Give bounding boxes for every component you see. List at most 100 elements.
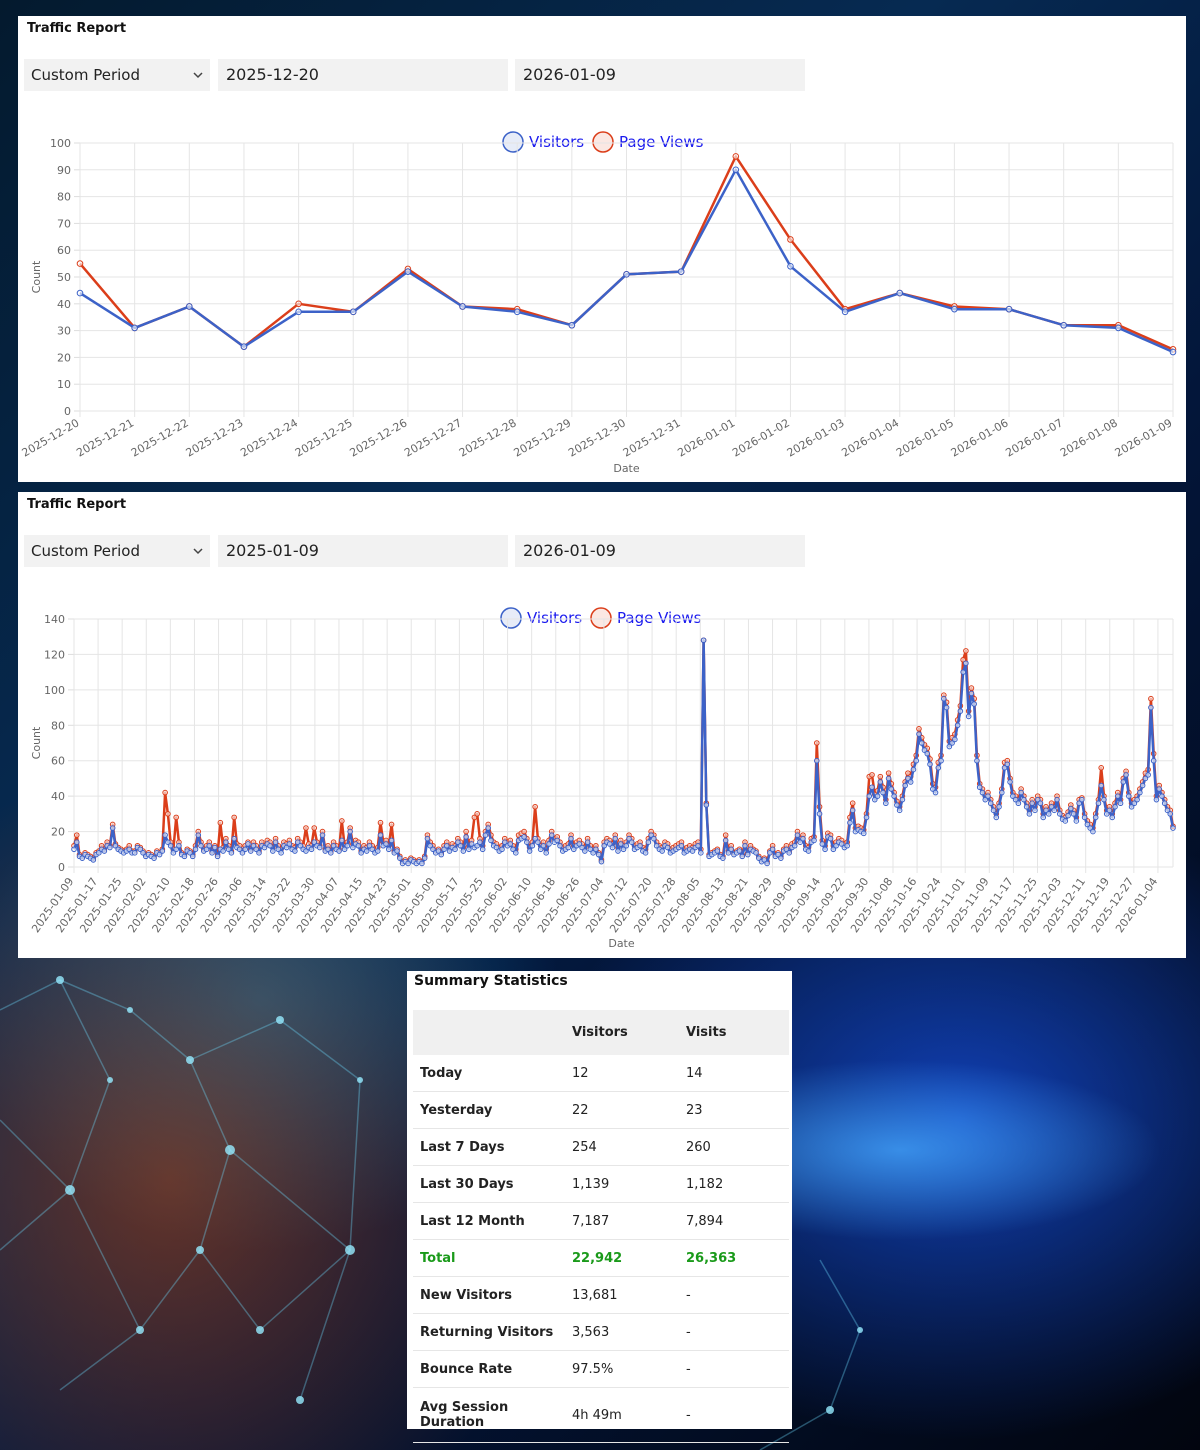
data-point-visitors bbox=[637, 842, 643, 849]
data-point-visitors bbox=[816, 811, 823, 817]
data-point-visitors bbox=[435, 848, 442, 854]
data-point-visitors bbox=[325, 846, 331, 853]
data-point-visitors bbox=[620, 846, 627, 853]
end-date-input[interactable]: 2026-01-09 bbox=[515, 59, 805, 91]
data-point-visitors bbox=[905, 775, 911, 782]
data-point-page-views bbox=[960, 656, 966, 663]
data-point-visitors bbox=[860, 830, 867, 837]
data-point-visitors bbox=[921, 747, 928, 753]
data-point-visitors bbox=[1001, 765, 1008, 771]
data-point-visitors bbox=[565, 844, 572, 851]
data-point-visitors bbox=[347, 828, 353, 835]
y-tick-label: 40 bbox=[51, 790, 65, 803]
data-point-page-views bbox=[732, 153, 740, 160]
data-point-visitors bbox=[186, 303, 193, 310]
data-point-visitors bbox=[468, 841, 475, 847]
row-visits: 260 bbox=[685, 1128, 789, 1166]
data-point-visitors bbox=[1159, 793, 1165, 799]
data-point-visitors bbox=[543, 850, 549, 856]
data-point-visitors bbox=[584, 839, 591, 846]
series-line-page-views bbox=[72, 639, 1175, 863]
data-point-visitors bbox=[1068, 805, 1074, 812]
data-point-visitors bbox=[507, 841, 514, 847]
data-point-visitors bbox=[744, 851, 751, 858]
data-point-visitors bbox=[1139, 782, 1146, 789]
data-point-visitors bbox=[1148, 704, 1154, 711]
header-blank bbox=[413, 1010, 571, 1055]
start-date-input[interactable]: 2025-01-09 bbox=[218, 535, 508, 567]
legend-swatch-visitors bbox=[502, 131, 524, 153]
data-point-visitors bbox=[1018, 789, 1024, 796]
data-point-visitors bbox=[935, 765, 942, 771]
y-tick-label: 40 bbox=[57, 298, 71, 311]
data-point-visitors bbox=[761, 857, 768, 863]
period-select[interactable]: Custom Period bbox=[24, 535, 210, 567]
data-point-visitors bbox=[1012, 796, 1019, 803]
end-date-input[interactable]: 2026-01-09 bbox=[515, 535, 805, 567]
data-point-visitors bbox=[847, 819, 853, 826]
data-point-page-views bbox=[963, 648, 969, 654]
data-point-visitors bbox=[1034, 796, 1041, 803]
start-date-input[interactable]: 2025-12-20 bbox=[218, 59, 508, 91]
table-row: Last 7 Days 254 260 bbox=[413, 1128, 789, 1166]
row-visitors: 4h 49m bbox=[571, 1387, 685, 1443]
data-point-visitors bbox=[1117, 800, 1124, 807]
data-point-visitors bbox=[767, 850, 773, 856]
data-point-visitors bbox=[369, 846, 376, 853]
data-point-visitors bbox=[1169, 348, 1177, 356]
data-point-visitors bbox=[612, 835, 619, 842]
data-point-visitors bbox=[1153, 796, 1160, 803]
data-point-visitors bbox=[388, 837, 395, 844]
data-point-visitors bbox=[946, 743, 953, 750]
x-axis-title: Date bbox=[608, 937, 635, 950]
x-tick-label: 2025-12-24 bbox=[238, 416, 300, 459]
data-point-visitors bbox=[1087, 825, 1093, 831]
data-point-visitors bbox=[195, 832, 202, 838]
table-row: Returning Visitors 3,563 - bbox=[413, 1313, 789, 1351]
y-tick-label: 80 bbox=[51, 719, 65, 732]
row-visitors: 254 bbox=[571, 1128, 685, 1166]
row-label: Last 12 Month bbox=[413, 1202, 571, 1240]
row-visits: - bbox=[685, 1350, 789, 1388]
data-point-visitors bbox=[880, 789, 886, 796]
data-point-visitors bbox=[239, 850, 246, 856]
data-point-visitors bbox=[1076, 800, 1082, 807]
data-point-visitors bbox=[899, 796, 906, 803]
summary-statistics-panel: Summary Statistics Visitors Visits Today… bbox=[407, 971, 792, 1443]
data-point-visitors bbox=[358, 850, 364, 856]
data-point-visitors bbox=[479, 846, 486, 853]
data-point-visitors bbox=[910, 766, 917, 773]
legend-swatch-page-views bbox=[592, 131, 614, 153]
data-point-visitors bbox=[987, 800, 994, 807]
data-point-page-views bbox=[968, 685, 975, 691]
y-tick-label: 100 bbox=[50, 137, 71, 150]
y-tick-label: 10 bbox=[57, 378, 71, 391]
data-point-visitors bbox=[1137, 789, 1143, 796]
data-point-visitors bbox=[1062, 818, 1069, 824]
data-point-visitors bbox=[582, 848, 588, 854]
data-point-visitors bbox=[336, 848, 342, 854]
data-point-visitors bbox=[187, 850, 193, 856]
data-point-visitors bbox=[1095, 800, 1102, 807]
data-point-visitors bbox=[609, 844, 616, 851]
traffic-report-panel-30-days: Traffic Report Custom Period 2025-12-20 … bbox=[18, 16, 1186, 482]
data-point-visitors bbox=[1045, 811, 1052, 817]
data-point-visitors bbox=[642, 850, 649, 856]
row-visitors: 22 bbox=[571, 1091, 685, 1129]
data-point-visitors bbox=[927, 761, 933, 768]
data-point-visitors bbox=[941, 695, 947, 702]
data-point-visitors bbox=[76, 289, 84, 297]
data-point-visitors bbox=[397, 855, 403, 861]
data-point-visitors bbox=[537, 846, 544, 853]
row-visits: 7,894 bbox=[685, 1202, 789, 1240]
data-point-visitors bbox=[283, 844, 290, 851]
data-point-visitors bbox=[593, 846, 599, 853]
period-select[interactable]: Custom Period bbox=[24, 59, 210, 91]
data-point-visitors bbox=[1037, 800, 1044, 807]
data-point-visitors bbox=[107, 844, 113, 851]
data-point-visitors bbox=[617, 841, 624, 847]
data-point-visitors bbox=[430, 846, 436, 853]
data-point-visitors bbox=[474, 842, 480, 849]
data-point-visitors bbox=[206, 842, 213, 849]
